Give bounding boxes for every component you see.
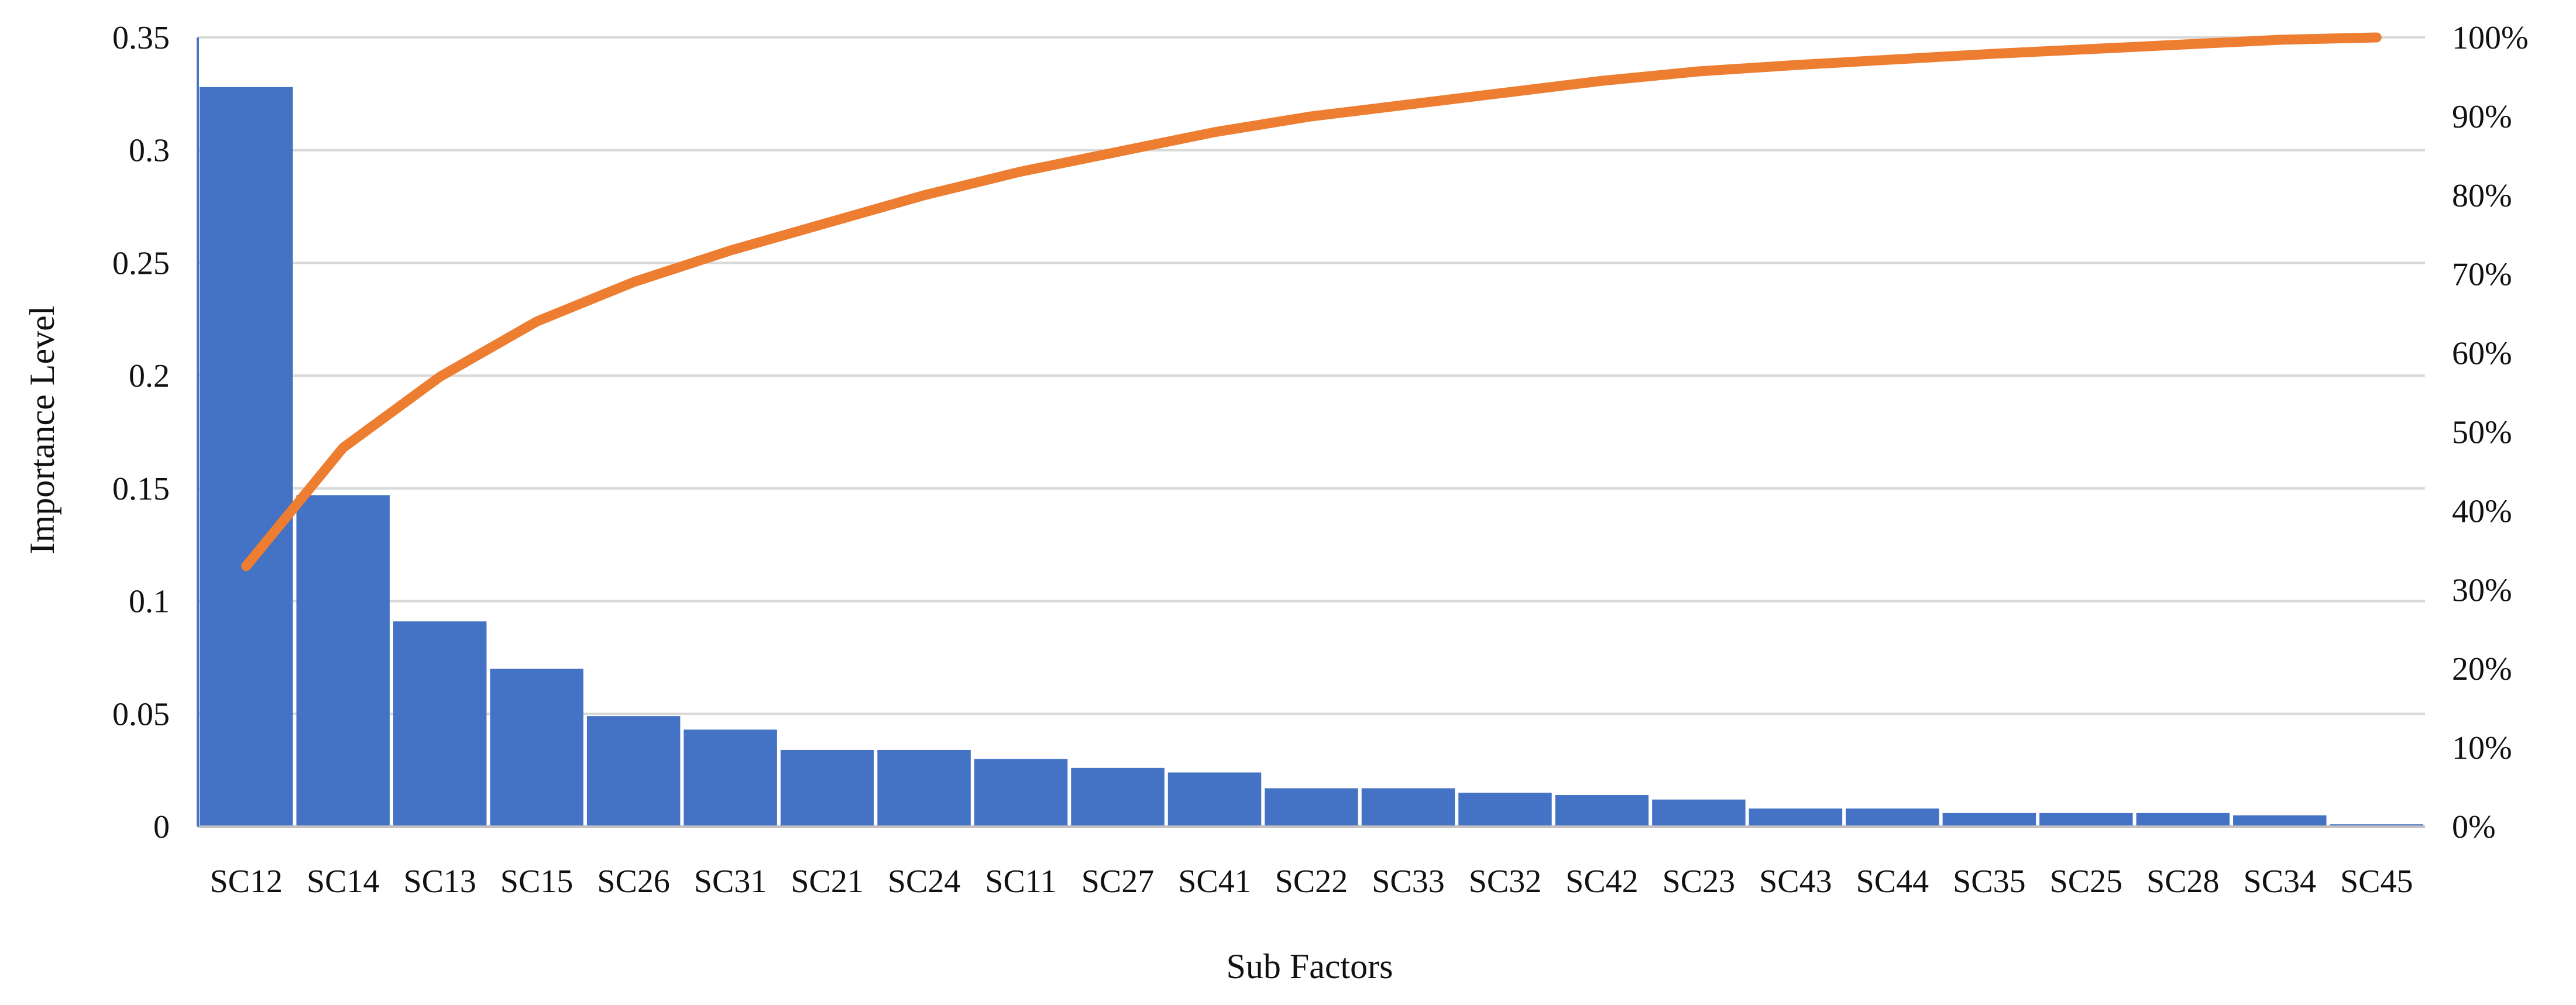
bar-sc43 [1749, 808, 1843, 827]
x-tick-label: SC11 [985, 863, 1056, 900]
bar-sc12 [200, 87, 293, 827]
bar-sc24 [877, 749, 971, 827]
x-axis-title: Sub Factors [1227, 947, 1393, 986]
y2-tick-label: 90% [2452, 99, 2512, 135]
x-tick-label: SC33 [1372, 863, 1445, 900]
x-tick-label: SC28 [2146, 863, 2220, 900]
y-axis-tick-labels: 0 0.05 0.1 0.15 0.2 0.25 0.3 0.35 [112, 20, 170, 845]
cumulative-percentage-line [241, 32, 2382, 572]
y-tick-label: 0.2 [129, 358, 170, 394]
bar-sc21 [780, 749, 874, 827]
x-tick-label: SC13 [403, 863, 476, 900]
y2-tick-label: 10% [2452, 730, 2512, 766]
x-tick-label: SC24 [888, 863, 961, 900]
bar-sc35 [1942, 813, 2036, 827]
x-tick-label: SC23 [1663, 863, 1736, 900]
y-tick-label: 0 [153, 809, 170, 845]
y2-tick-label: 20% [2452, 651, 2512, 687]
bar-sc41 [1167, 772, 1262, 827]
y-tick-label: 0.1 [129, 584, 170, 620]
y2-tick-label: 0% [2452, 809, 2496, 845]
bar-sc26 [586, 716, 681, 827]
bar-sc28 [2136, 813, 2230, 827]
x-tick-label: SC22 [1275, 863, 1348, 900]
bar-sc31 [684, 729, 777, 827]
x-tick-label: SC34 [2244, 863, 2317, 900]
x-axis-category-labels: SC12 SC14 SC13 SC15 SC26 SC31 SC21 SC24 SC11 SC27… [209, 863, 2413, 900]
x-tick-label: SC26 [597, 863, 670, 900]
bar-sc14 [296, 495, 390, 827]
x-tick-label: SC41 [1178, 863, 1251, 900]
cumulative-line-series [241, 32, 2382, 572]
bar-sc13 [393, 621, 487, 827]
bar-sc22 [1265, 788, 1358, 827]
x-tick-label: SC15 [500, 863, 573, 900]
bar-sc25 [2039, 813, 2133, 827]
bar-series [200, 87, 2423, 827]
gridlines [198, 36, 2425, 715]
y-tick-label: 0.3 [129, 133, 170, 169]
y-tick-label: 0.25 [112, 245, 170, 281]
bar-sc33 [1361, 788, 1455, 827]
bar-sc32 [1458, 793, 1552, 827]
x-tick-label: SC45 [2340, 863, 2413, 900]
y-tick-label: 0.35 [112, 20, 170, 56]
bar-sc23 [1652, 799, 1746, 827]
x-tick-label: SC12 [209, 863, 283, 900]
x-tick-label: SC42 [1565, 863, 1639, 900]
x-tick-label: SC31 [694, 863, 767, 900]
y2-tick-label: 50% [2452, 415, 2512, 451]
x-tick-label: SC27 [1081, 863, 1155, 900]
bar-sc27 [1071, 767, 1165, 827]
y2-tick-label: 60% [2452, 336, 2512, 372]
x-tick-label: SC32 [1469, 863, 1542, 900]
y-axis-title: Importance Level [23, 306, 61, 555]
y2-axis-tick-labels: 0% 10% 20% 30% 40% 50% 60% 70% 80% 90% 100% [2452, 20, 2529, 845]
axes [197, 37, 2425, 828]
bar-sc34 [2233, 815, 2327, 827]
x-tick-label: SC35 [1953, 863, 2026, 900]
x-tick-label: SC25 [2050, 863, 2123, 900]
y-tick-label: 0.15 [112, 471, 170, 507]
y2-tick-label: 40% [2452, 493, 2512, 529]
x-tick-label: SC14 [307, 863, 380, 900]
x-tick-label: SC44 [1856, 863, 1929, 900]
bar-sc44 [1846, 808, 1939, 827]
x-tick-label: SC21 [791, 863, 864, 900]
y2-tick-label: 70% [2452, 257, 2512, 293]
y2-tick-label: 30% [2452, 572, 2512, 608]
bar-sc42 [1555, 795, 1649, 827]
y-tick-label: 0.05 [112, 696, 170, 732]
y2-tick-label: 100% [2452, 20, 2529, 56]
x-tick-label: SC43 [1759, 863, 1832, 900]
bar-sc15 [490, 669, 583, 827]
y2-tick-label: 80% [2452, 178, 2512, 214]
bar-sc11 [974, 759, 1068, 827]
